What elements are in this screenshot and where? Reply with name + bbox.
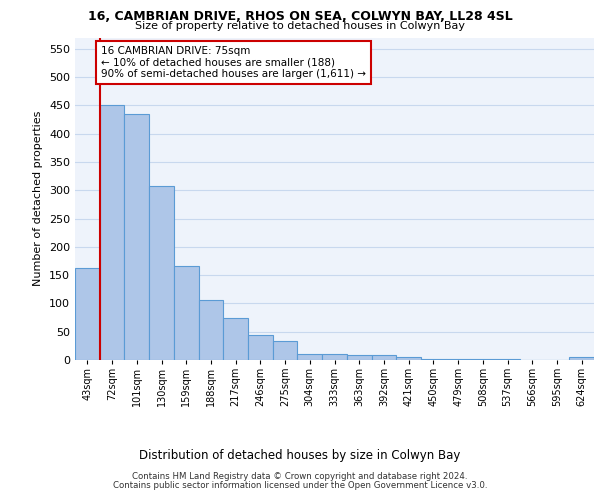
Bar: [347, 356, 371, 360]
Bar: [322, 354, 347, 360]
Bar: [75, 268, 100, 360]
Bar: [174, 266, 199, 360]
Text: Contains HM Land Registry data © Crown copyright and database right 2024.: Contains HM Land Registry data © Crown c…: [132, 472, 468, 481]
Bar: [100, 106, 124, 360]
Bar: [446, 359, 470, 360]
Bar: [199, 300, 223, 360]
Bar: [124, 114, 149, 360]
Text: 16, CAMBRIAN DRIVE, RHOS ON SEA, COLWYN BAY, LL28 4SL: 16, CAMBRIAN DRIVE, RHOS ON SEA, COLWYN …: [88, 10, 512, 23]
Bar: [470, 359, 495, 360]
Bar: [569, 357, 594, 360]
Text: Distribution of detached houses by size in Colwyn Bay: Distribution of detached houses by size …: [139, 450, 461, 462]
Bar: [396, 357, 421, 360]
Y-axis label: Number of detached properties: Number of detached properties: [34, 111, 43, 286]
Bar: [248, 334, 273, 360]
Bar: [149, 186, 174, 360]
Bar: [371, 356, 396, 360]
Bar: [421, 359, 446, 360]
Bar: [273, 342, 298, 360]
Text: Contains public sector information licensed under the Open Government Licence v3: Contains public sector information licen…: [113, 481, 487, 490]
Bar: [223, 318, 248, 360]
Bar: [298, 354, 322, 360]
Text: 16 CAMBRIAN DRIVE: 75sqm
← 10% of detached houses are smaller (188)
90% of semi-: 16 CAMBRIAN DRIVE: 75sqm ← 10% of detach…: [101, 46, 366, 79]
Text: Size of property relative to detached houses in Colwyn Bay: Size of property relative to detached ho…: [135, 21, 465, 31]
